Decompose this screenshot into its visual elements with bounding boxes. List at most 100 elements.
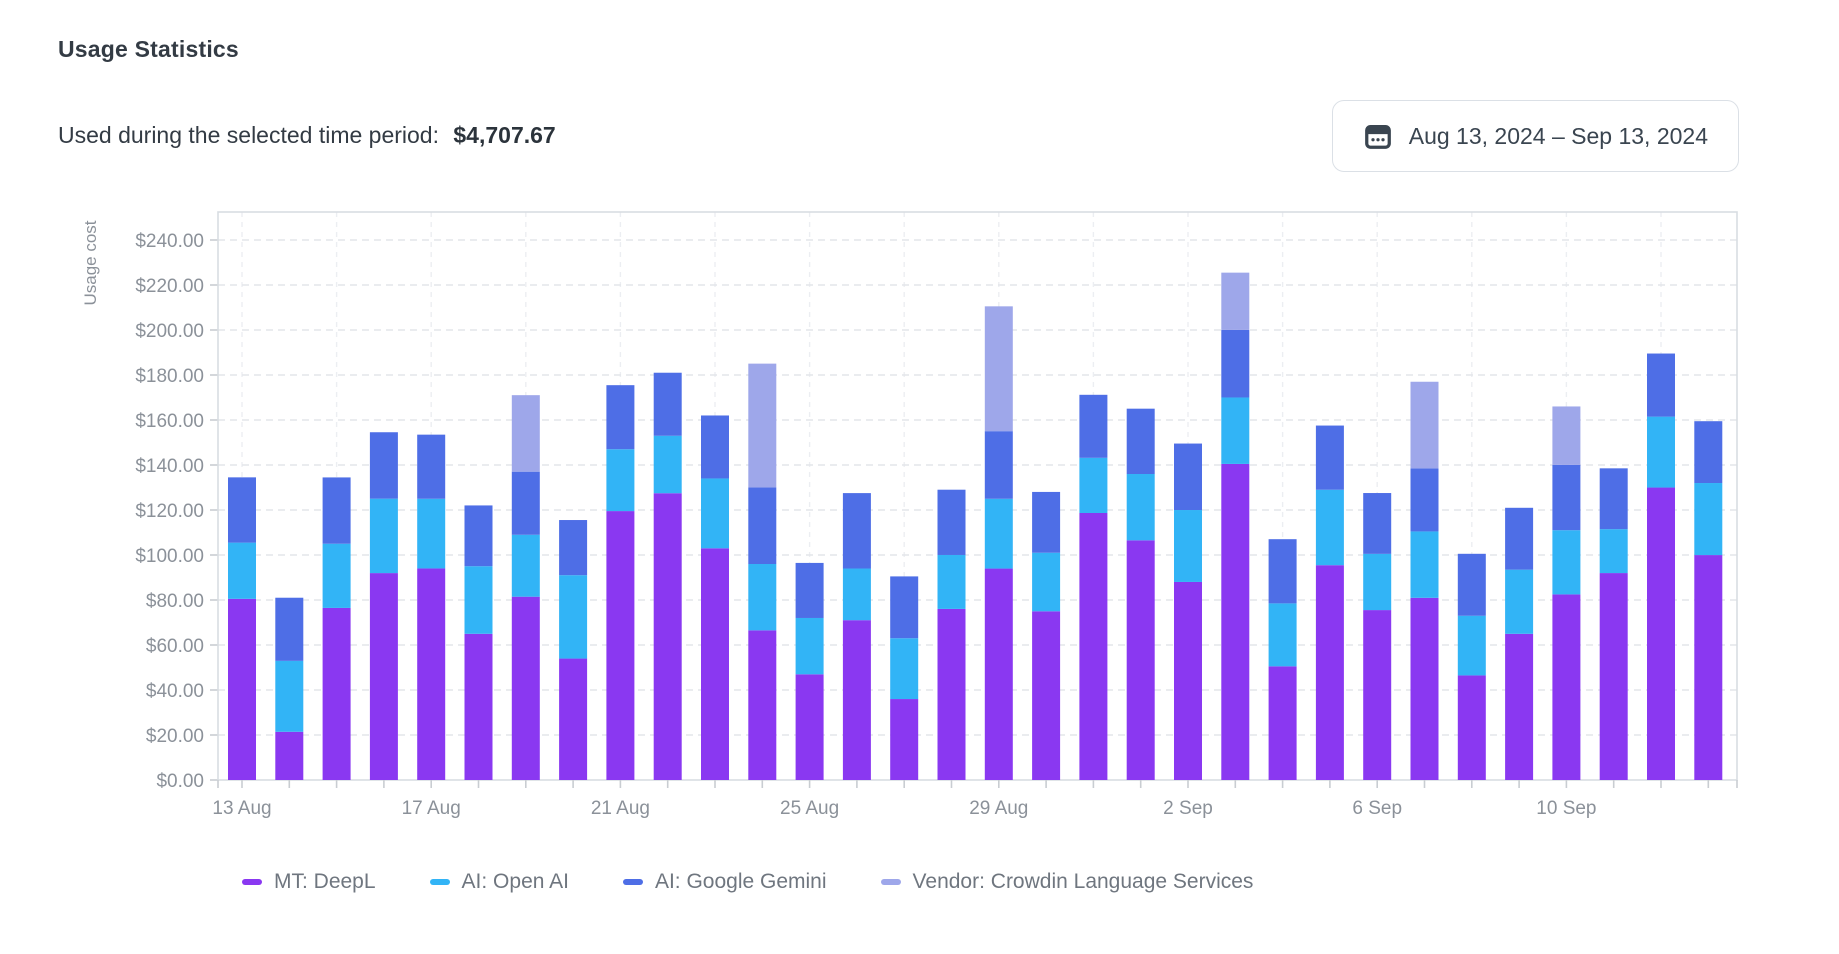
bar-segment[interactable] bbox=[1694, 421, 1723, 484]
bar-segment[interactable] bbox=[1126, 474, 1155, 541]
bar-segment[interactable] bbox=[748, 363, 777, 488]
bar-segment[interactable] bbox=[1694, 555, 1723, 780]
bar-segment[interactable] bbox=[559, 575, 588, 659]
bar-segment[interactable] bbox=[228, 477, 256, 543]
bar-segment[interactable] bbox=[842, 493, 871, 569]
bar-segment[interactable] bbox=[1552, 594, 1581, 780]
bar-segment[interactable] bbox=[417, 434, 446, 499]
legend-item-gemini[interactable]: AI: Google Gemini bbox=[622, 870, 827, 894]
bar-segment[interactable] bbox=[322, 477, 351, 544]
bar-segment[interactable] bbox=[1647, 353, 1675, 417]
bar-segment[interactable] bbox=[701, 548, 729, 780]
bar-segment[interactable] bbox=[937, 489, 966, 555]
bar-segment[interactable] bbox=[417, 568, 446, 780]
bar-segment[interactable] bbox=[1363, 493, 1392, 554]
bar-segment[interactable] bbox=[1221, 329, 1250, 398]
bar-segment[interactable] bbox=[228, 598, 256, 780]
bar-segment[interactable] bbox=[559, 658, 588, 780]
bar-segment[interactable] bbox=[1647, 416, 1675, 488]
bar-segment[interactable] bbox=[1647, 487, 1675, 780]
bar-segment[interactable] bbox=[322, 607, 351, 780]
bar-segment[interactable] bbox=[890, 576, 919, 639]
bar-segment[interactable] bbox=[1505, 633, 1534, 780]
bar-segment[interactable] bbox=[1032, 552, 1061, 612]
legend-item-openai[interactable]: AI: Open AI bbox=[429, 870, 569, 894]
bar-segment[interactable] bbox=[1363, 610, 1392, 780]
bar-segment[interactable] bbox=[417, 498, 446, 569]
bar-segment[interactable] bbox=[890, 699, 919, 780]
bar-segment[interactable] bbox=[1221, 397, 1250, 464]
bar-segment[interactable] bbox=[1505, 507, 1534, 570]
bar-segment[interactable] bbox=[511, 596, 540, 780]
bar-segment[interactable] bbox=[653, 435, 682, 494]
bar-segment[interactable] bbox=[1363, 553, 1392, 611]
bar-segment[interactable] bbox=[701, 415, 729, 479]
bar-segment[interactable] bbox=[748, 564, 777, 631]
bar-segment[interactable] bbox=[1221, 463, 1250, 780]
bar-segment[interactable] bbox=[1457, 615, 1486, 676]
bar-segment[interactable] bbox=[1268, 603, 1297, 667]
bar-segment[interactable] bbox=[1599, 573, 1628, 780]
bar-segment[interactable] bbox=[369, 498, 398, 574]
bar-segment[interactable] bbox=[1126, 408, 1155, 474]
bar-segment[interactable] bbox=[1552, 530, 1581, 595]
bar-segment[interactable] bbox=[511, 471, 540, 535]
bar-segment[interactable] bbox=[1457, 553, 1486, 616]
bar-segment[interactable] bbox=[1032, 491, 1061, 553]
bar-segment[interactable] bbox=[464, 505, 493, 567]
bar-segment[interactable] bbox=[748, 630, 777, 780]
bar-segment[interactable] bbox=[1315, 489, 1344, 566]
bar-segment[interactable] bbox=[1599, 468, 1628, 530]
bar-segment[interactable] bbox=[984, 306, 1013, 432]
bar-segment[interactable] bbox=[984, 431, 1013, 499]
bar-segment[interactable] bbox=[1599, 529, 1628, 574]
bar-segment[interactable] bbox=[984, 498, 1013, 569]
bar-segment[interactable] bbox=[1315, 425, 1344, 490]
bar-segment[interactable] bbox=[1552, 464, 1581, 531]
bar-segment[interactable] bbox=[1221, 272, 1250, 330]
bar-segment[interactable] bbox=[795, 562, 824, 618]
bar-segment[interactable] bbox=[984, 568, 1013, 780]
bar-segment[interactable] bbox=[275, 597, 304, 661]
bar-segment[interactable] bbox=[1268, 539, 1297, 604]
bar-segment[interactable] bbox=[1126, 540, 1155, 780]
legend-item-crowdin[interactable]: Vendor: Crowdin Language Services bbox=[880, 870, 1253, 894]
bar-segment[interactable] bbox=[1505, 569, 1534, 634]
bar-segment[interactable] bbox=[464, 566, 493, 634]
bar-segment[interactable] bbox=[1174, 510, 1202, 582]
bar-segment[interactable] bbox=[275, 731, 304, 780]
bar-segment[interactable] bbox=[795, 617, 824, 675]
bar-segment[interactable] bbox=[1032, 611, 1061, 780]
bar-segment[interactable] bbox=[606, 449, 635, 512]
bar-segment[interactable] bbox=[1410, 468, 1439, 532]
bar-segment[interactable] bbox=[653, 493, 682, 780]
legend-item-deepl[interactable]: MT: DeepL bbox=[242, 870, 376, 894]
bar-segment[interactable] bbox=[842, 620, 871, 780]
bar-segment[interactable] bbox=[464, 633, 493, 780]
bar-segment[interactable] bbox=[1079, 512, 1108, 780]
bar-segment[interactable] bbox=[701, 478, 729, 549]
bar-segment[interactable] bbox=[1079, 457, 1108, 513]
bar-segment[interactable] bbox=[1457, 675, 1486, 780]
bar-segment[interactable] bbox=[1079, 394, 1108, 458]
bar-segment[interactable] bbox=[1410, 531, 1439, 598]
bar-segment[interactable] bbox=[1174, 581, 1202, 780]
date-range-button[interactable]: Aug 13, 2024 – Sep 13, 2024 bbox=[1331, 100, 1739, 172]
bar-segment[interactable] bbox=[1174, 443, 1202, 511]
bar-segment[interactable] bbox=[1694, 483, 1723, 556]
bar-segment[interactable] bbox=[511, 534, 540, 597]
bar-segment[interactable] bbox=[842, 568, 871, 621]
bar-segment[interactable] bbox=[653, 372, 682, 436]
bar-segment[interactable] bbox=[1315, 565, 1344, 780]
bar-segment[interactable] bbox=[748, 487, 777, 564]
bar-segment[interactable] bbox=[937, 608, 966, 780]
bar-segment[interactable] bbox=[559, 520, 588, 576]
bar-segment[interactable] bbox=[1410, 597, 1439, 780]
bar-segment[interactable] bbox=[1268, 666, 1297, 780]
bar-segment[interactable] bbox=[228, 542, 256, 599]
bar-segment[interactable] bbox=[511, 395, 540, 472]
bar-segment[interactable] bbox=[795, 674, 824, 780]
bar-segment[interactable] bbox=[322, 543, 351, 608]
bar-segment[interactable] bbox=[606, 511, 635, 780]
bar-segment[interactable] bbox=[1552, 406, 1581, 465]
